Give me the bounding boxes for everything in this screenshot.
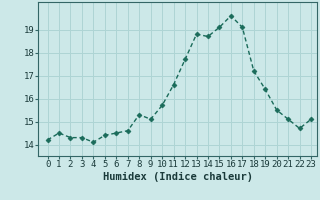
X-axis label: Humidex (Indice chaleur): Humidex (Indice chaleur): [103, 172, 252, 182]
